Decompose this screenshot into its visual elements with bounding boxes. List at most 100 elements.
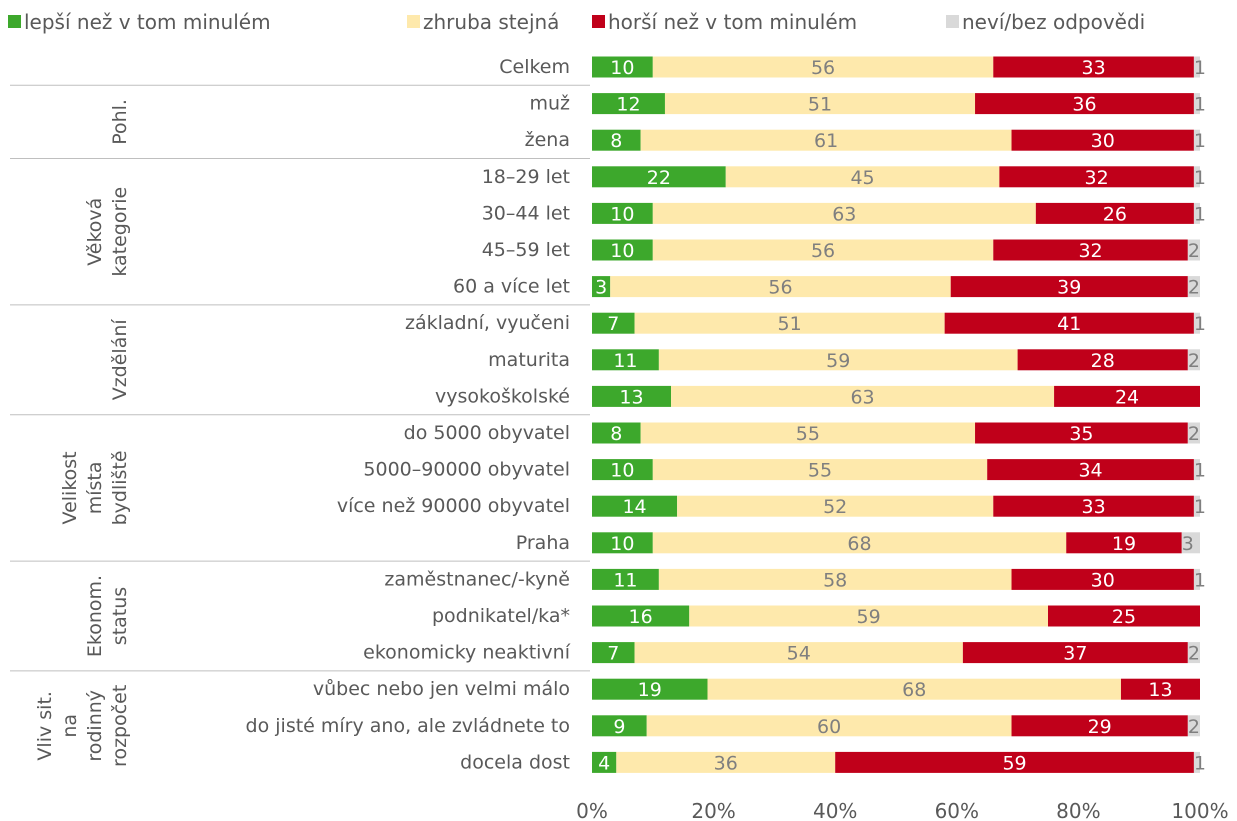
data-label: 2: [1188, 643, 1200, 665]
bar-segment: [689, 605, 1048, 627]
bar-segment: [1193, 56, 1200, 78]
data-label: 68: [902, 679, 926, 701]
category-label: Praha: [516, 532, 570, 554]
data-label: 33: [1082, 57, 1106, 79]
bar-segment: [658, 349, 1018, 371]
data-label: 2: [1188, 716, 1200, 738]
bar-segment: [652, 459, 988, 481]
group-label: Pohl.: [109, 99, 131, 145]
data-label: 68: [847, 533, 871, 555]
data-label: 58: [823, 569, 847, 591]
group-label: Ekonom.: [84, 575, 106, 657]
data-label: 1: [1194, 569, 1206, 591]
bar-segment: [610, 276, 951, 298]
category-label: vůbec nebo jen velmi málo: [313, 678, 570, 700]
data-label: 1: [1194, 460, 1206, 482]
bar-segment: [592, 422, 641, 444]
group-label: místa: [84, 462, 106, 515]
data-label: 63: [832, 203, 856, 225]
data-label: 2: [1188, 277, 1200, 299]
bar-segment: [1193, 459, 1200, 481]
group-label: Věková: [84, 198, 106, 266]
bar-segment: [975, 422, 1188, 444]
legend-swatch: [946, 15, 959, 28]
bar-segment: [944, 312, 1194, 334]
data-label: 51: [808, 94, 832, 116]
data-label: 10: [610, 533, 634, 555]
bar-segment: [1011, 568, 1194, 590]
x-tick-label: 0%: [576, 799, 608, 821]
bar-segment: [640, 129, 1012, 151]
data-label: 33: [1082, 496, 1106, 518]
bar-segment: [592, 385, 672, 407]
bar-segment: [993, 495, 1194, 517]
bar-segment: [634, 312, 945, 334]
data-label: 3: [1182, 533, 1194, 555]
bar-segment: [592, 715, 647, 737]
bar-segment: [592, 459, 653, 481]
bar-segment: [999, 166, 1194, 188]
bar-segment: [652, 239, 994, 261]
data-label: 51: [778, 313, 802, 335]
data-label: 1: [1194, 167, 1206, 189]
category-label: maturita: [488, 349, 570, 371]
bar-segment: [646, 715, 1012, 737]
data-label: 60: [817, 716, 841, 738]
data-label: 32: [1085, 167, 1109, 189]
group-label: bydliště: [109, 450, 131, 525]
bar-segment: [1035, 202, 1194, 224]
category-label: vysokoškolské: [435, 385, 570, 407]
data-label: 19: [1112, 533, 1136, 555]
data-label: 14: [622, 496, 646, 518]
data-label: 12: [616, 94, 640, 116]
data-label: 1: [1194, 94, 1206, 116]
bar-segment: [1017, 349, 1188, 371]
category-label: 18–29 let: [482, 166, 570, 188]
x-tick-label: 60%: [935, 799, 979, 821]
data-label: 8: [610, 423, 622, 445]
data-label: 2: [1188, 240, 1200, 262]
bar-segment: [592, 568, 659, 590]
data-label: 28: [1091, 350, 1115, 372]
data-label: 35: [1069, 423, 1093, 445]
data-label: 32: [1078, 240, 1102, 262]
bar-segment: [1193, 312, 1200, 334]
data-label: 41: [1057, 313, 1081, 335]
data-label: 37: [1063, 643, 1087, 665]
data-label: 55: [808, 460, 832, 482]
bar-segment: [652, 532, 1067, 554]
bar-segment: [592, 678, 708, 700]
data-label: 25: [1112, 606, 1136, 628]
data-label: 1: [1194, 752, 1206, 774]
bar-segment: [592, 129, 641, 151]
bar-segment: [640, 422, 976, 444]
bar-segment: [975, 93, 1194, 115]
data-label: 22: [647, 167, 671, 189]
data-label: 24: [1115, 386, 1139, 408]
bar-segment: [1193, 166, 1200, 188]
bar-segment: [707, 678, 1121, 700]
data-label: 26: [1103, 203, 1127, 225]
bar-segment: [1120, 678, 1200, 700]
category-label: do jisté míry ano, ale zvládnete to: [246, 715, 570, 737]
bar-segment: [658, 568, 1012, 590]
bar-segment: [993, 56, 1194, 78]
data-label: 9: [613, 716, 625, 738]
group-label: rozpočet: [109, 685, 131, 767]
bar-segment: [671, 385, 1055, 407]
bar-segment: [1066, 532, 1182, 554]
legend-swatch: [8, 15, 21, 28]
bar-segment: [677, 495, 994, 517]
bar-segment: [1193, 202, 1200, 224]
bar-segment: [950, 276, 1188, 298]
bar-segment: [1187, 422, 1200, 444]
group-label: na: [59, 714, 81, 738]
x-tick-label: 20%: [691, 799, 735, 821]
bar-segment: [592, 276, 611, 298]
group-label: Vzdělání: [109, 319, 131, 401]
data-label: 39: [1057, 277, 1081, 299]
bar-segment: [1011, 129, 1194, 151]
category-label: žena: [525, 129, 570, 151]
category-label: podnikatel/ka*: [432, 605, 570, 627]
